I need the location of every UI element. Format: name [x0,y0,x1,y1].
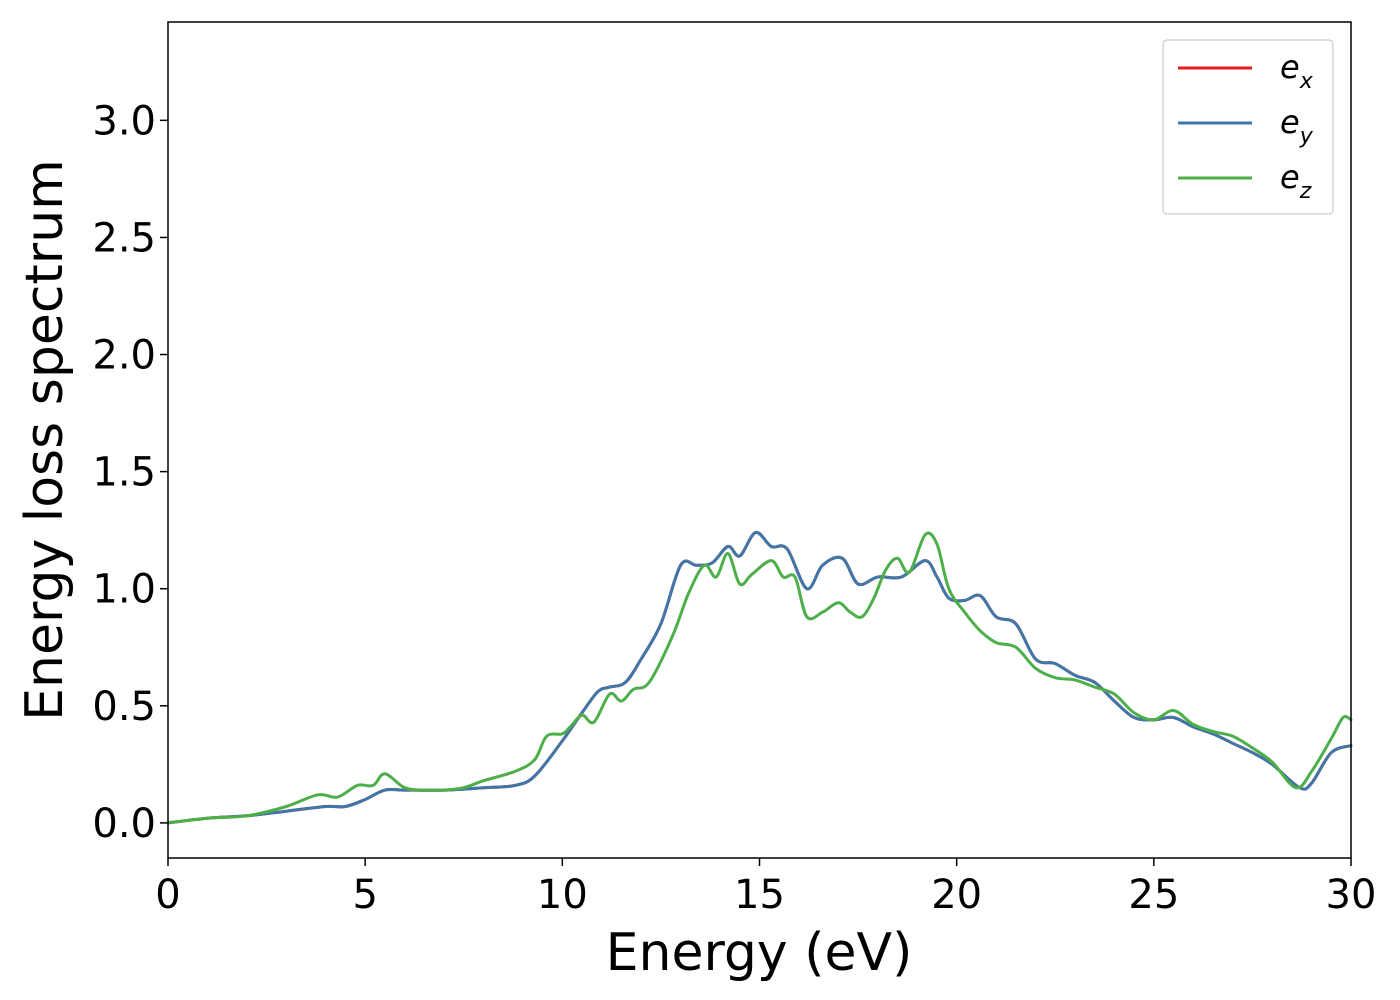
y-tick-label: 0.5 [92,684,156,730]
x-tick-label: 5 [352,872,377,918]
series-layer [166,530,1353,825]
x-tick-label: 15 [734,872,785,918]
legend-box [1162,39,1334,215]
y-tick-label: 1.0 [92,567,156,613]
y-tick-label: 1.5 [92,450,156,496]
x-tick-label: 20 [931,872,982,918]
x-tick-label: 25 [1128,872,1179,918]
y-tick-label: 0.0 [92,801,156,847]
y-axis-ticks: 0.0 0.5 1.0 1.5 2.0 2.5 3.0 [92,98,168,847]
x-axis-ticks: 0 5 10 15 20 25 30 [155,858,1376,918]
y-tick-label: 3.0 [92,98,156,144]
y-tick-label: 2.5 [92,215,156,261]
x-tick-label: 30 [1326,872,1377,918]
series-line-e-z [166,531,1353,825]
x-axis-label: Energy (eV) [606,923,913,983]
y-tick-label: 2.0 [92,333,156,379]
x-tick-label: 0 [155,872,180,918]
x-tick-label: 10 [537,872,588,918]
y-axis-label: Energy loss spectrum [15,159,75,721]
